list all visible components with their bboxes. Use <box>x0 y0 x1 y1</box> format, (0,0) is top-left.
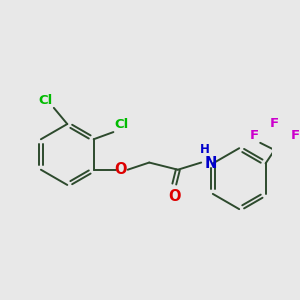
Text: O: O <box>168 189 181 204</box>
Text: Cl: Cl <box>114 118 128 131</box>
Text: H: H <box>200 143 209 156</box>
Text: N: N <box>205 156 217 171</box>
Text: O: O <box>114 162 127 177</box>
Text: F: F <box>249 129 258 142</box>
Text: F: F <box>270 117 279 130</box>
Text: Cl: Cl <box>39 94 53 107</box>
Text: F: F <box>291 129 300 142</box>
